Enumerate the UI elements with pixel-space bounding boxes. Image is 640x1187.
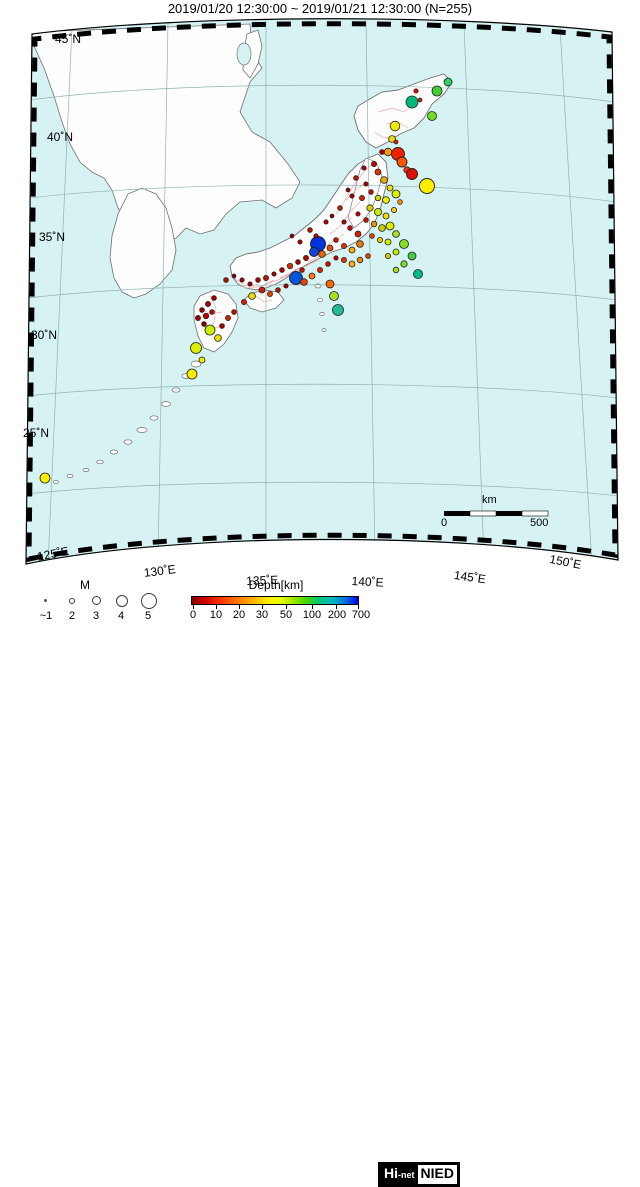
depth-label-700: 700	[351, 609, 371, 621]
magnitude-legend: M ~1 2 3 4 5	[18, 578, 158, 626]
depth-label-30: 30	[255, 609, 269, 621]
magnitude-label-row: ~1 2 3 4 5	[18, 610, 158, 626]
magnitude-label-4: 4	[117, 610, 125, 622]
scalebar	[444, 510, 549, 517]
logo-hinet-text: Hi-net	[381, 1165, 418, 1184]
depth-label-row: 0 10 20 30 50 100 200 700	[188, 609, 370, 625]
scalebar-min-label: 0	[441, 517, 448, 529]
magnitude-label-3: 3	[92, 610, 100, 622]
legend-band: M ~1 2 3 4 5 Depth[km]	[0, 578, 640, 1187]
depth-legend-title: Depth[km]	[248, 578, 304, 592]
map-canvas[interactable]: km 0 500 45˚N 40˚N 35˚N 30˚N 25˚N 125˚E …	[0, 12, 640, 590]
logo-net-text: -net	[398, 1170, 415, 1180]
magnitude-label-5: 5	[144, 610, 152, 622]
land-lake-khanka	[236, 42, 252, 66]
map-svg[interactable]	[0, 12, 640, 572]
depth-colorbar	[191, 596, 359, 605]
depth-legend: Depth[km] 0 10 20 30 50 100 200 700	[188, 578, 370, 626]
depth-label-100: 100	[302, 609, 322, 621]
map-frame	[25, 18, 619, 565]
scalebar-max-label: 500	[530, 517, 549, 529]
magnitude-symbol-row	[18, 591, 158, 611]
magnitude-symbol-4	[116, 595, 128, 607]
lat-label-40n: 40˚N	[47, 130, 74, 144]
land-korea	[109, 187, 177, 299]
depth-label-20: 20	[232, 609, 246, 621]
magnitude-symbol-5	[141, 593, 157, 609]
logo-nied-text: NIED	[417, 1165, 457, 1184]
land-asian-mainland	[29, 23, 301, 257]
land-tohoku-coast	[347, 157, 383, 229]
hinet-nied-logo[interactable]: Hi-net NIED	[378, 1162, 460, 1187]
magnitude-symbol-3	[92, 596, 101, 605]
depth-label-0: 0	[189, 609, 197, 621]
lat-label-35n: 35˚N	[39, 230, 66, 244]
logo-hi-text: Hi	[384, 1165, 398, 1181]
lat-label-25n: 25˚N	[23, 426, 50, 440]
graticule	[26, 19, 618, 565]
magnitude-symbol-2	[69, 598, 75, 604]
land-kyushu	[193, 289, 239, 353]
magnitude-legend-title: M	[80, 578, 90, 592]
land-hokkaido	[353, 73, 453, 149]
depth-colorbar-ticks	[188, 605, 364, 611]
depth-label-10: 10	[209, 609, 223, 621]
magnitude-symbol-1	[44, 599, 47, 602]
epicenter-markers[interactable]	[39, 77, 453, 484]
scalebar-unit: km	[482, 494, 497, 506]
lat-label-45n: 45˚N	[55, 32, 82, 46]
depth-label-50: 50	[279, 609, 293, 621]
magnitude-label-1: ~1	[39, 610, 53, 622]
lat-label-30n: 30˚N	[31, 328, 58, 342]
depth-label-200: 200	[327, 609, 347, 621]
magnitude-label-2: 2	[68, 610, 76, 622]
page-title: 2019/01/20 12:30:00 ~ 2019/01/21 12:30:0…	[167, 1, 473, 16]
